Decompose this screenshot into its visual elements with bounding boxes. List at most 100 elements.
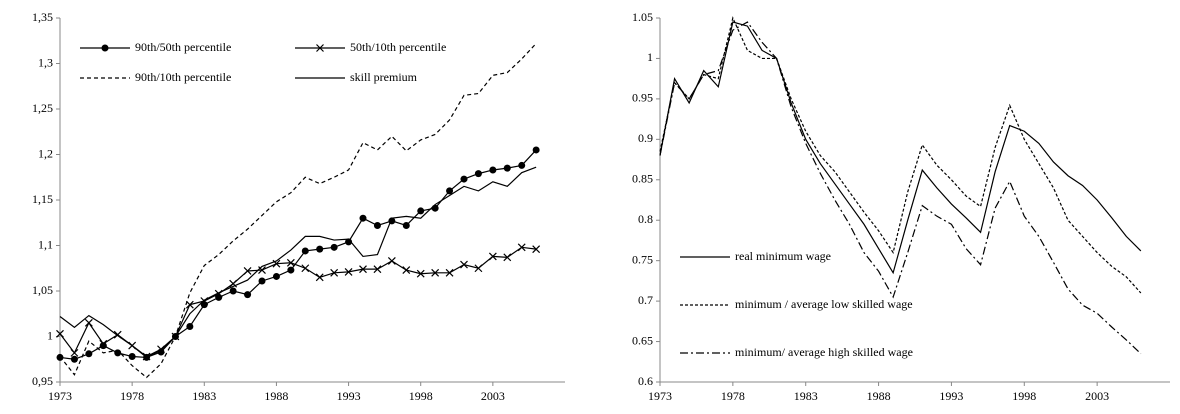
marker: [244, 291, 252, 299]
x-tick-label: 1973: [648, 389, 672, 403]
y-tick-label: 1.05: [632, 10, 653, 24]
marker: [272, 272, 280, 280]
legend-label: 50th/10th percentile: [350, 40, 446, 54]
marker: [287, 266, 295, 274]
marker: [359, 214, 367, 222]
marker: [142, 352, 151, 361]
marker: [446, 187, 454, 195]
x-tick-label: 1988: [264, 389, 288, 403]
marker: [301, 264, 310, 273]
marker: [518, 161, 526, 169]
marker: [286, 258, 295, 267]
marker: [402, 266, 411, 274]
marker: [474, 264, 483, 273]
line-chart: 0.6 0.65 0.7 0.75 0.8 0.85 0.9 0.95 1 1.05 1973 197…: [632, 10, 1170, 403]
x-tick-label: 1998: [409, 389, 433, 403]
marker: [99, 342, 107, 350]
y-tick-label: 1,2: [38, 146, 53, 160]
marker: [243, 267, 252, 275]
y-tick-label: 0.7: [638, 293, 653, 307]
marker: [373, 265, 382, 274]
marker: [387, 257, 396, 265]
marker: [431, 204, 439, 212]
line-chart: 0,95 1 1,05 1,1 1,15 1,2 1,25 1,3 1,35 1973 1978 19…: [32, 10, 565, 403]
x-tick-label: 2003: [1085, 389, 1109, 403]
marker: [416, 269, 425, 278]
y-tick-label: 1: [647, 50, 653, 64]
marker: [186, 322, 194, 330]
legend-label: skill premium: [350, 70, 418, 84]
x-tick-label: 1978: [721, 389, 745, 403]
marker: [99, 339, 108, 348]
marker: [488, 252, 497, 261]
marker: [330, 268, 339, 277]
marker: [517, 243, 526, 252]
marker: [532, 146, 540, 154]
marker: [85, 350, 93, 358]
series-line: [659, 16, 1142, 294]
marker: [417, 207, 425, 215]
marker: [301, 247, 309, 255]
series-line: [59, 43, 537, 379]
marker: [344, 267, 353, 276]
marker: [84, 318, 93, 327]
y-tick-label: 0.6: [638, 374, 653, 388]
y-tick-label: 0.85: [632, 172, 653, 186]
marker: [345, 238, 353, 246]
series-line: [59, 166, 537, 359]
marker: [489, 166, 497, 174]
marker: [185, 300, 194, 309]
marker: [431, 268, 440, 277]
marker: [445, 268, 454, 277]
marker: [373, 221, 381, 229]
y-tick-label: 0,95: [32, 374, 53, 388]
y-tick-label: 1,25: [32, 101, 53, 115]
marker: [316, 245, 324, 253]
y-tick-label: 1,15: [32, 192, 53, 206]
x-tick-label: 1973: [48, 389, 72, 403]
x-tick-label: 1983: [794, 389, 818, 403]
marker: [258, 277, 266, 285]
x-tick-label: 2003: [481, 389, 505, 403]
y-tick-label: 1: [47, 328, 53, 342]
y-tick-label: 0.95: [632, 91, 653, 105]
marker: [330, 243, 338, 251]
y-tick-label: 0.9: [638, 131, 653, 145]
legend-label: minimum / average low skilled wage: [735, 297, 913, 311]
marker: [229, 287, 237, 295]
marker: [503, 164, 511, 172]
legend-label: minimum/ average high skilled wage: [735, 345, 913, 359]
legend-label: real minimum wage: [735, 249, 831, 263]
marker: [101, 44, 109, 52]
y-tick-label: 1,35: [32, 10, 53, 24]
marker: [258, 266, 266, 274]
marker: [460, 175, 468, 183]
y-tick-label: 0.65: [632, 333, 653, 347]
x-tick-label: 1998: [1012, 389, 1036, 403]
marker: [474, 170, 482, 178]
y-tick-label: 1,3: [38, 55, 53, 69]
x-tick-label: 1978: [120, 389, 144, 403]
y-tick-label: 1,1: [38, 237, 53, 251]
legend-label: 90th/10th percentile: [135, 70, 231, 84]
marker: [359, 265, 367, 274]
y-tick-label: 0.8: [638, 212, 653, 226]
legend-label: 90th/50th percentile: [135, 40, 231, 54]
marker: [114, 349, 122, 357]
marker: [315, 273, 324, 282]
marker: [532, 245, 541, 254]
marker: [56, 329, 64, 338]
y-tick-label: 0.75: [632, 252, 653, 266]
x-tick-label: 1993: [337, 389, 361, 403]
marker: [460, 260, 468, 269]
marker: [316, 44, 324, 52]
marker: [128, 353, 136, 361]
x-tick-label: 1988: [867, 389, 891, 403]
marker: [70, 355, 78, 363]
y-tick-label: 1,05: [32, 283, 53, 297]
series-line: [59, 149, 537, 360]
series-line: [659, 21, 1142, 275]
x-tick-label: 1993: [939, 389, 963, 403]
marker: [70, 348, 79, 357]
